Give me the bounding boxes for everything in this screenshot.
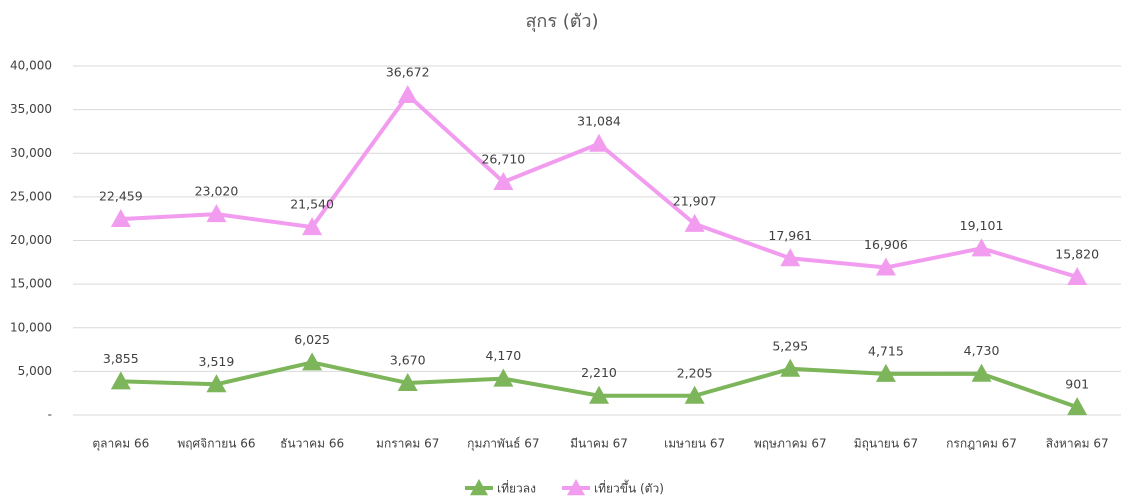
x-tick-label: พฤศจิกายน 66 [177,437,255,451]
point-marker [110,371,131,390]
point-marker [875,363,896,382]
y-tick-label: 25,000 [10,189,52,203]
value-label: 17,961 [768,228,812,243]
value-label: 21,540 [290,197,334,212]
chart-title: สุกร (ตัว) [525,11,598,32]
point-marker [1067,397,1088,416]
point-marker [206,374,227,393]
x-tick-label: กุมภาพันธ์ 67 [467,437,539,452]
x-tick-label: ตุลาคม 66 [92,437,149,452]
point-marker [780,248,801,267]
x-tick-label: พฤษภาคม 67 [754,437,827,451]
point-marker [780,358,801,377]
point-marker [875,257,896,276]
value-label: 6,025 [294,332,330,347]
value-label: 901 [1065,377,1089,392]
value-label: 15,820 [1055,246,1099,261]
point-marker [397,372,418,391]
value-label: 2,210 [581,365,617,380]
value-label: 4,715 [868,343,904,358]
value-label: 23,020 [195,184,239,199]
legend-label: เที่ยวลง [497,480,536,496]
point-marker [1067,266,1088,285]
point-marker [397,85,418,104]
y-tick-label: 5,000 [18,364,52,378]
point-marker [589,133,609,152]
x-tick-label: มีนาคม 67 [570,437,628,451]
value-label: 16,906 [864,237,908,252]
point-marker [971,238,992,257]
x-tick-label: ธันวาคม 66 [280,437,344,451]
value-label: 3,855 [103,351,139,366]
point-marker [493,171,514,190]
point-marker [684,213,705,232]
value-label: 3,519 [199,354,235,369]
value-label: 4,170 [485,348,521,363]
y-tick-label: 30,000 [10,146,52,160]
y-tick-label: 40,000 [10,59,52,73]
value-label: 21,907 [673,193,717,208]
value-label: 31,084 [577,113,621,128]
legend-marker [470,479,488,496]
value-label: 36,672 [386,65,430,80]
x-tick-label: เมษายน 67 [664,437,725,451]
y-tick-label: - [48,408,52,422]
point-marker [971,363,992,382]
point-marker [206,204,227,223]
y-tick-label: 15,000 [10,277,52,291]
value-label: 26,710 [481,151,525,166]
x-tick-label: มิถุนายน 67 [854,437,918,452]
point-marker [110,209,131,228]
x-tick-label: มกราคม 67 [376,437,439,451]
point-marker [589,385,609,404]
legend-marker [567,479,585,496]
value-label: 19,101 [960,218,1004,233]
value-label: 2,205 [677,365,713,380]
point-marker [684,385,705,404]
point-marker [302,352,323,371]
x-tick-label: กรกฎาคม 67 [946,437,1017,451]
value-label: 3,670 [390,352,426,367]
y-tick-label: 35,000 [10,102,52,116]
value-label: 22,459 [99,189,143,204]
y-tick-label: 20,000 [10,233,52,247]
x-tick-label: สิงหาคม 67 [1046,437,1109,451]
point-marker [302,217,323,236]
value-label: 5,295 [772,338,808,353]
legend-label: เที่ยวขึ้น (ตัว) [594,480,664,496]
point-marker [493,368,514,387]
y-tick-label: 10,000 [10,320,52,334]
value-label: 4,730 [964,343,1000,358]
